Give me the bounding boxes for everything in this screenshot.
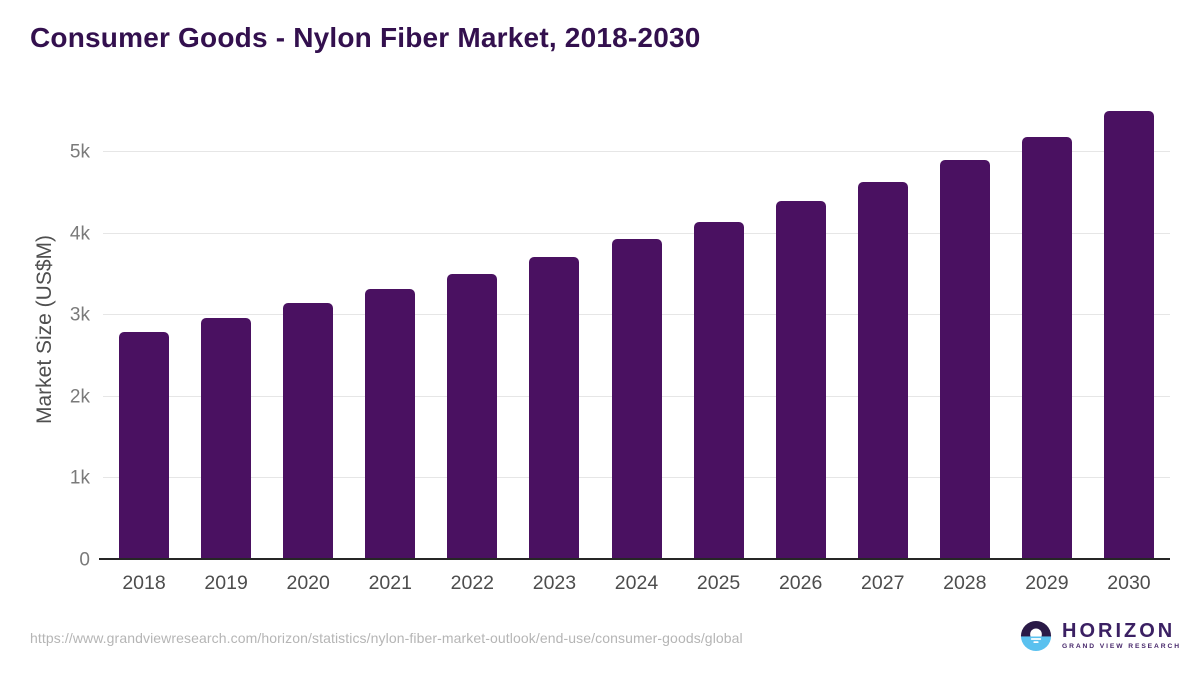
bar-2022[interactable] [447,273,498,560]
bar-series: 2018 2019 2020 2021 2022 2023 2024 2025 2026 2027… [103,100,1170,593]
x-tick-label-2018: 2018 [122,572,166,594]
bar-column-2028: 2028 [924,100,1006,593]
x-tick-label-2025: 2025 [696,572,741,594]
logo-subtitle: GRAND VIEW RESEARCH [1062,643,1181,651]
bar-column-2018: 2018 [103,100,185,593]
y-gridline-4k [103,232,1170,234]
plot-area: 2018 2019 2020 2021 2022 2023 2024 2025 2026 2027… [70,100,1170,593]
y-tick-label-5k: 5k [69,141,90,163]
source-url: https://www.grandviewresearch.com/horizo… [30,630,743,646]
bar-2023[interactable] [529,256,580,560]
x-tick-label-2028: 2028 [943,572,987,594]
bar-2024[interactable] [611,239,662,560]
x-tick-label-2027: 2027 [861,572,905,594]
bar-2021[interactable] [365,289,416,560]
y-axis-title: Market Size (US$M) [30,100,60,560]
bar-column-2019: 2019 [185,100,267,593]
bar-2020[interactable] [283,303,334,560]
x-tick-label-2019: 2019 [204,572,248,594]
bar-2025[interactable] [693,222,744,560]
bar-column-2024: 2024 [595,100,677,593]
y-gridline-5k [103,151,1170,153]
bar-2026[interactable] [775,201,826,560]
bar-column-2027: 2027 [842,100,924,593]
horizon-logo-icon [1020,620,1052,652]
y-tick-label-3k: 3k [69,304,90,326]
x-axis-line [99,558,1170,560]
x-tick-label-2022: 2022 [450,572,495,594]
bar-2018[interactable] [119,331,170,560]
x-tick-label-2026: 2026 [778,572,823,594]
x-tick-label-2020: 2020 [286,572,330,594]
x-tick-label-2023: 2023 [532,572,577,594]
y-tick-label-1k: 1k [69,467,90,489]
bar-2030[interactable] [1103,111,1154,560]
x-tick-label-2021: 2021 [368,572,412,594]
x-tick-label-2030: 2030 [1107,572,1151,594]
bar-column-2021: 2021 [349,100,431,593]
y-axis-title-text: Market Size (US$M) [33,235,56,425]
bar-column-2029: 2029 [1006,100,1088,593]
chart-title: Consumer Goods - Nylon Fiber Market, 201… [30,22,701,53]
bar-2028[interactable] [939,159,990,560]
horizon-logo: HORIZON GRAND VIEW RESEARCH [1020,620,1181,652]
logo-text-block: HORIZON GRAND VIEW RESEARCH [1062,621,1181,651]
y-tick-label-0: 0 [79,549,90,571]
bar-2027[interactable] [857,181,908,560]
x-tick-label-2029: 2029 [1025,572,1069,594]
bar-column-2025: 2025 [678,100,760,593]
bar-column-2030: 2030 [1088,100,1170,593]
bar-2029[interactable] [1021,136,1072,560]
y-tick-label-2k: 2k [69,386,90,408]
x-tick-label-2024: 2024 [614,572,659,594]
bar-column-2020: 2020 [267,100,349,593]
y-tick-label-4k: 4k [69,223,90,245]
bar-2019[interactable] [201,317,252,560]
bar-column-2023: 2023 [513,100,595,593]
bar-column-2026: 2026 [760,100,842,593]
bar-column-2022: 2022 [431,100,513,593]
logo-title: HORIZON [1062,620,1176,643]
